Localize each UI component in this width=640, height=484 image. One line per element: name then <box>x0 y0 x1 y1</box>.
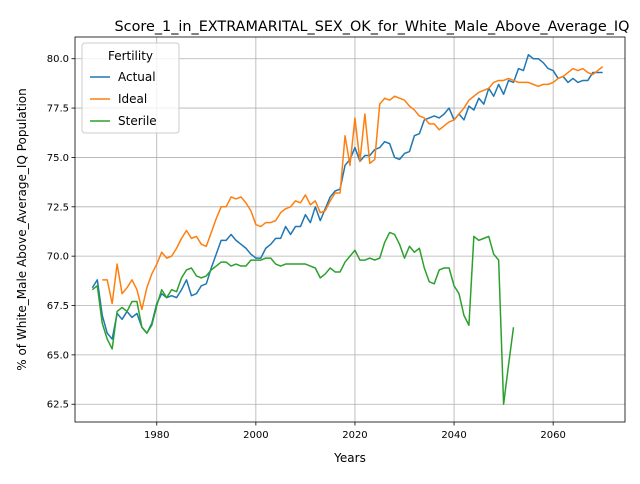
y-tick-label: 75.0 <box>47 153 69 164</box>
x-tick-label: 2060 <box>540 430 565 441</box>
plot-frame <box>74 36 626 423</box>
legend-label-actual: Actual <box>118 70 156 84</box>
series-lines <box>91 54 604 405</box>
x-tick-label: 1980 <box>144 430 169 441</box>
y-axis-label: % of White_Male Above_Average_IQ Populat… <box>15 88 29 371</box>
legend-label-ideal: Ideal <box>118 92 147 106</box>
legend-label-sterile: Sterile <box>118 114 157 128</box>
series-line-actual <box>91 54 603 340</box>
y-tick-label: 70.0 <box>47 252 69 263</box>
y-tick-label: 72.5 <box>47 202 69 213</box>
series-line-ideal <box>102 66 604 311</box>
y-tick-label: 77.5 <box>47 104 69 115</box>
x-tick-label: 2000 <box>243 430 268 441</box>
legend: Fertility Actual Ideal Sterile <box>81 42 180 134</box>
y-tick-label: 62.5 <box>47 400 69 411</box>
x-tick-label: 2040 <box>441 430 466 441</box>
x-axis-label: Years <box>333 451 366 465</box>
legend-box <box>81 42 180 134</box>
y-tick-label: 65.0 <box>47 350 69 361</box>
x-axis-ticks: 1980 2000 2020 2040 2060 <box>144 422 566 441</box>
x-tick-label: 2020 <box>342 430 367 441</box>
series-line-sterile <box>91 231 515 405</box>
y-axis-ticks: 62.5 65.0 67.5 70.0 72.5 75.0 77.5 80.0 <box>47 54 75 411</box>
y-tick-label: 80.0 <box>47 54 69 65</box>
legend-title: Fertility <box>108 49 153 63</box>
chart-title: Score_1_in_EXTRAMARITAL_SEX_OK_for_White… <box>115 19 630 35</box>
legend-items: Actual Ideal Sterile <box>90 70 157 128</box>
y-tick-label: 67.5 <box>47 301 69 312</box>
